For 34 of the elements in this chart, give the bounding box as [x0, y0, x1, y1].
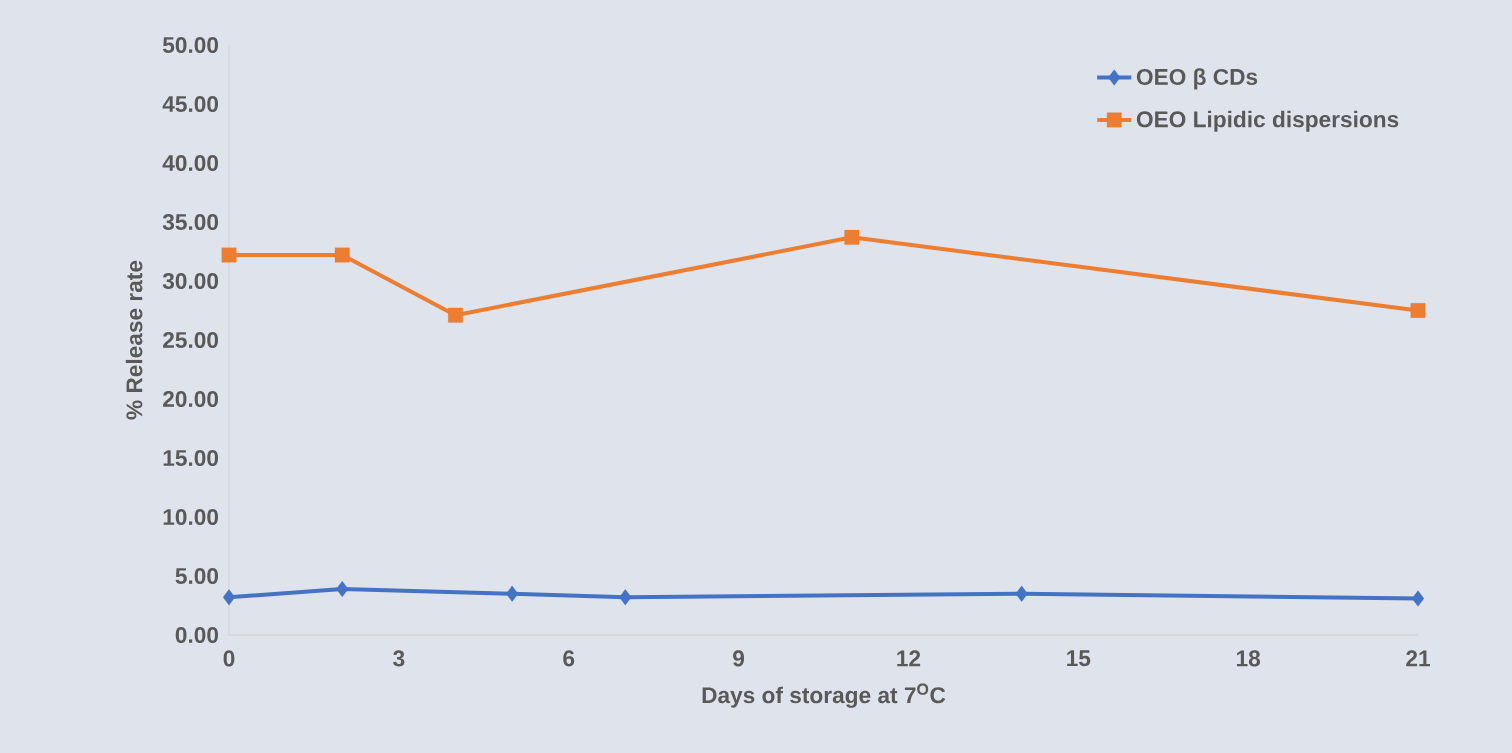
point — [1410, 303, 1426, 318]
point — [506, 585, 519, 602]
y-tick-label: 0.00 — [175, 626, 219, 644]
y-tick-label: 40.00 — [162, 154, 219, 172]
y-tick-label: 35.00 — [162, 213, 219, 231]
legend-label: OEO Lipidic dispersions — [1136, 110, 1399, 132]
y-tick-label: 15.00 — [163, 449, 219, 467]
point — [336, 580, 349, 598]
y-tick-label: 10.00 — [163, 508, 219, 526]
x-tick-label: 21 — [1406, 650, 1430, 667]
y-tick-label: 30.00 — [162, 272, 219, 290]
x-tick-label: 9 — [733, 650, 745, 667]
point — [448, 307, 463, 323]
y-tick-label: 5.00 — [175, 567, 219, 585]
y-tick-label: 20.00 — [163, 390, 219, 408]
x-tick-label: 18 — [1236, 650, 1261, 667]
x-tick-label: 12 — [897, 650, 921, 667]
x-tick-label: 6 — [563, 650, 575, 667]
point — [334, 247, 350, 263]
point — [1411, 590, 1425, 607]
point — [1015, 585, 1028, 602]
x-tick-label: 3 — [393, 650, 405, 667]
point — [222, 589, 236, 606]
y-tick-label: 25.00 — [163, 331, 219, 349]
point — [844, 229, 860, 245]
y-tick-label: 45.00 — [162, 95, 219, 113]
x-axis-title: Days of storage at 7$^{O}$C — [702, 683, 946, 708]
legend-label: OEO β CDs — [1136, 68, 1258, 90]
point — [221, 247, 237, 263]
point — [619, 589, 632, 606]
x-tick-label: 0 — [223, 650, 235, 667]
y-axis-title: % Release rate — [125, 260, 143, 420]
x-tick-label: 15 — [1067, 650, 1091, 667]
y-tick-label: 50.00 — [162, 36, 219, 54]
